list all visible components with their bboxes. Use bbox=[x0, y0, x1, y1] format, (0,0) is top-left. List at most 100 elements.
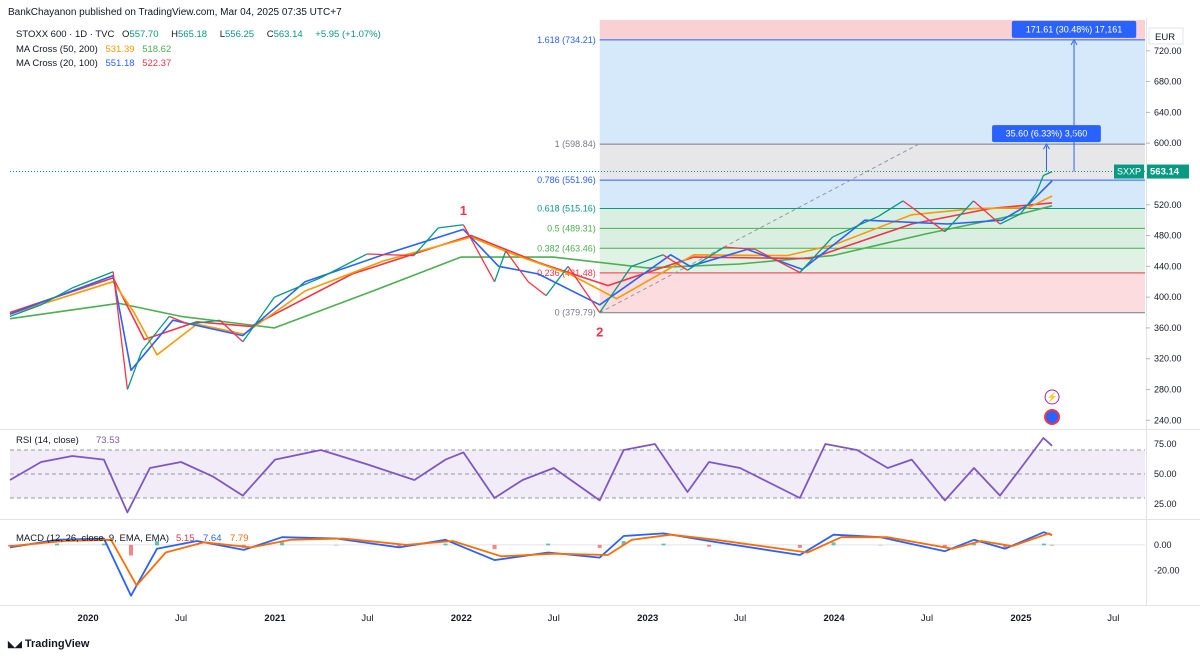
open-label: O bbox=[122, 29, 130, 40]
macd-signal-line bbox=[9, 532, 1053, 587]
time-tick-label: Jul bbox=[361, 613, 373, 624]
tradingview-logo-text: TradingView bbox=[24, 638, 90, 650]
ma-cross-50-200-legend[interactable]: MA Cross (50, 200) 531.39 518.62 bbox=[16, 44, 176, 55]
price-segment bbox=[755, 248, 801, 274]
price-segment bbox=[219, 319, 244, 343]
price-segment bbox=[9, 304, 42, 317]
high-label: H bbox=[171, 29, 178, 40]
ma20-value: 551.18 bbox=[105, 58, 135, 69]
price-segment bbox=[188, 319, 220, 325]
time-tick-label: Jul bbox=[734, 613, 746, 624]
measure-label: 35.60 (6.33%) 3,560 bbox=[1006, 129, 1088, 139]
ma-cross-50-200-label: MA Cross (50, 200) bbox=[16, 44, 98, 55]
macd-histogram-bar bbox=[878, 544, 883, 546]
fib-level-label: 0.382 (463.46) bbox=[537, 243, 596, 253]
macd-tick-label: -20.00 bbox=[1154, 565, 1180, 575]
price-tick-label: 680.00 bbox=[1154, 77, 1182, 87]
price-tick-label: 720.00 bbox=[1154, 46, 1182, 56]
fib-zone bbox=[599, 144, 1145, 181]
price-segment bbox=[366, 253, 414, 257]
macd-title: MACD (12, 26, close, 9, EMA, EMA) bbox=[16, 533, 169, 544]
price-segment bbox=[493, 250, 507, 282]
ma200-value: 518.62 bbox=[142, 44, 172, 55]
time-tick-label: 2024 bbox=[823, 613, 845, 624]
symbol-tag-label: SXXP bbox=[1117, 167, 1141, 177]
price-tick-label: 400.00 bbox=[1154, 292, 1182, 302]
rsi-tick-label: 75.00 bbox=[1154, 439, 1177, 449]
rsi-title: RSI (14, close) bbox=[16, 435, 79, 446]
price-segment bbox=[878, 200, 904, 217]
currency-label: EUR bbox=[1155, 32, 1175, 43]
macd-histogram-bar bbox=[101, 543, 106, 546]
rsi-tick-label: 25.00 bbox=[1154, 499, 1177, 509]
ma-line-ma50 bbox=[9, 195, 1053, 356]
high-value: 565.18 bbox=[178, 29, 208, 40]
price-segment bbox=[599, 265, 632, 313]
macd-histogram-bar bbox=[129, 544, 134, 556]
time-tick-label: 2025 bbox=[1010, 613, 1032, 624]
price-segment bbox=[141, 315, 170, 352]
price-segment bbox=[438, 224, 464, 229]
macd-histogram-bar bbox=[1050, 544, 1055, 546]
macd-histogram-bar bbox=[397, 544, 402, 548]
ma-cross-20-100-label: MA Cross (20, 100) bbox=[16, 58, 98, 69]
macd-histogram-bar bbox=[831, 542, 836, 546]
price-segment bbox=[169, 315, 189, 325]
price-segment bbox=[567, 265, 601, 313]
flash-icon bbox=[1044, 389, 1060, 405]
low-value: 556.25 bbox=[225, 29, 255, 40]
symbol-legend[interactable]: STOXX 600 · 1D · TVC O557.70 H565.18 L55… bbox=[16, 29, 386, 40]
symbol-tag-box bbox=[1114, 164, 1144, 179]
ma100-value: 522.37 bbox=[142, 58, 172, 69]
macd-histogram-bar bbox=[155, 541, 160, 546]
macd-histogram-bar bbox=[797, 544, 802, 548]
rsi-value: 73.53 bbox=[96, 435, 120, 446]
ma-line-ma200 bbox=[9, 205, 1053, 329]
tradingview-logo-icon: ◣◢ bbox=[8, 639, 22, 649]
measure-label-box bbox=[1011, 20, 1137, 38]
fib-zone-extension bbox=[599, 20, 1145, 40]
earnings-icon bbox=[1044, 409, 1061, 425]
macd-histogram-bar bbox=[443, 543, 448, 546]
fib-level-label: 0 (379.79) bbox=[555, 308, 596, 318]
macd-line bbox=[9, 531, 1053, 597]
price-tick-label: 240.00 bbox=[1154, 415, 1182, 425]
price-segment bbox=[631, 254, 664, 267]
price-tick-label: 480.00 bbox=[1154, 231, 1182, 241]
price-segment bbox=[1043, 171, 1053, 177]
price-segment bbox=[505, 250, 529, 283]
price-segment bbox=[799, 236, 834, 273]
rsi-tick-label: 50.00 bbox=[1154, 469, 1177, 479]
time-tick-label: Jul bbox=[175, 613, 187, 624]
macd-histogram-bar bbox=[492, 544, 497, 550]
time-tick-label: Jul bbox=[1107, 613, 1119, 624]
macd-histogram-bar bbox=[597, 544, 602, 548]
fibonacci-retracement: 1.618 (734.21) 1 (598.84) 0.786 (551.96) 0.… bbox=[537, 20, 1145, 318]
fib-zone bbox=[599, 180, 1145, 209]
last-price-box bbox=[1147, 164, 1189, 179]
macd-histogram-bar bbox=[334, 544, 339, 546]
wave-label: 1 bbox=[460, 203, 467, 218]
macd-histogram-bar bbox=[1041, 543, 1046, 546]
macd-histogram-bar bbox=[942, 544, 947, 548]
wave-label: 2 bbox=[596, 325, 603, 340]
symbol-title[interactable]: STOXX 600 · 1D · TVC bbox=[16, 29, 115, 40]
price-segment bbox=[902, 200, 946, 233]
price-segment bbox=[724, 246, 756, 251]
fib-level-label: 1 (598.84) bbox=[555, 139, 596, 149]
tradingview-logo[interactable]: ◣◢ TradingView bbox=[8, 638, 89, 650]
price-segment bbox=[462, 224, 496, 283]
macd-histogram-bar bbox=[1003, 544, 1008, 548]
price-segment bbox=[274, 277, 321, 298]
macd-histogram-bar bbox=[280, 542, 285, 546]
price-tick-label: 440.00 bbox=[1154, 261, 1182, 271]
price-tick-label: 280.00 bbox=[1154, 385, 1182, 395]
fib-zone bbox=[599, 272, 1145, 313]
price-tick-label: 600.00 bbox=[1154, 138, 1182, 148]
ma-cross-20-100-legend[interactable]: MA Cross (20, 100) 551.18 522.37 bbox=[16, 58, 176, 69]
time-tick-label: Jul bbox=[921, 613, 933, 624]
fib-level-label: 1.618 (734.21) bbox=[537, 35, 596, 45]
price-segment bbox=[973, 200, 1001, 225]
